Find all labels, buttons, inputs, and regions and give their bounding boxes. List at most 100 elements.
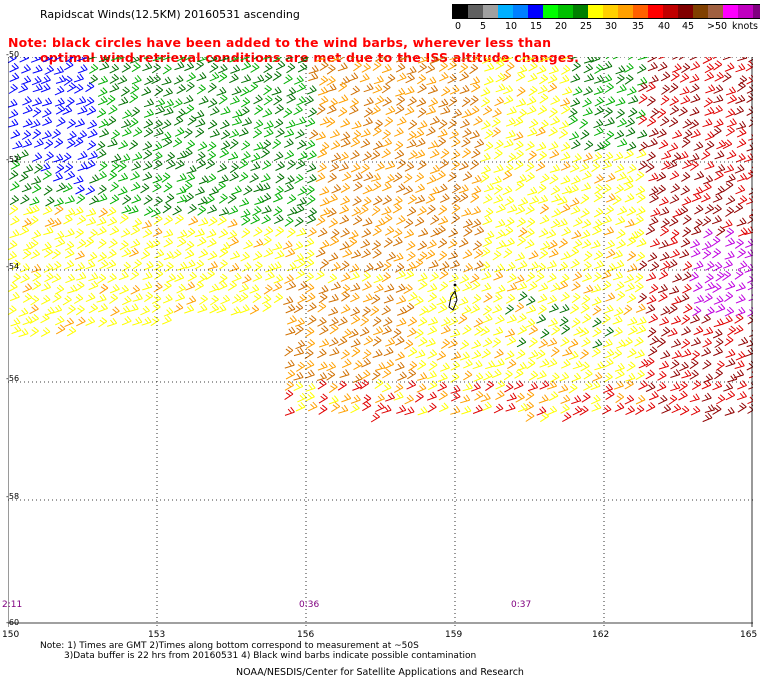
- wind-barb: [528, 349, 539, 359]
- wind-barb: [581, 218, 592, 229]
- wind-barb: [689, 369, 699, 380]
- wind-barb: [536, 370, 547, 380]
- lon-label-159: 159: [445, 630, 463, 640]
- wind-barb: [649, 283, 659, 294]
- wind-barb: [635, 303, 646, 313]
- wind-barb: [405, 261, 416, 272]
- wind-barb: [385, 337, 396, 347]
- wind-barb: [656, 184, 666, 195]
- wind-barb: [318, 404, 328, 415]
- wind-barb: [183, 181, 193, 192]
- wind-barb: [671, 350, 682, 359]
- wind-barb: [591, 402, 602, 412]
- wind-barb: [65, 170, 76, 181]
- wind-barb: [559, 74, 570, 84]
- wind-barb: [89, 174, 100, 184]
- wind-barb: [733, 324, 744, 335]
- wind-barb: [458, 296, 469, 306]
- wind-barb: [32, 128, 42, 140]
- wind-barb: [239, 171, 249, 182]
- wind-barb: [580, 208, 590, 218]
- wind-barb: [199, 294, 208, 305]
- wind-barb: [238, 159, 249, 170]
- wind-barb: [197, 303, 208, 313]
- wind-barb: [525, 318, 536, 328]
- wind-barb: [22, 283, 33, 293]
- wind-barb: [712, 261, 723, 272]
- wind-barb: [437, 137, 447, 148]
- wind-barb: [337, 316, 348, 327]
- wind-barb: [702, 216, 712, 227]
- wind-barb: [449, 85, 460, 95]
- wind-barb: [22, 138, 33, 148]
- wind-barb: [550, 185, 561, 196]
- wind-barb: [725, 237, 736, 247]
- wind-barb: [187, 271, 197, 282]
- wind-barb: [503, 95, 514, 105]
- wind-barb: [425, 194, 436, 204]
- wind-barb: [462, 324, 472, 335]
- wind-barb: [540, 411, 550, 423]
- wind-barb: [143, 98, 155, 108]
- wind-barb: [602, 280, 612, 291]
- wind-barb: [163, 237, 174, 248]
- wind-barb: [360, 128, 371, 138]
- wind-barb: [626, 236, 637, 247]
- wind-barb: [447, 171, 457, 183]
- wind-barb: [547, 294, 558, 305]
- wind-barb: [394, 149, 405, 160]
- wind-barb: [372, 195, 383, 206]
- wind-barb: [582, 313, 592, 324]
- wind-barb: [141, 86, 152, 96]
- wind-barb: [594, 361, 605, 371]
- wind-barb: [459, 85, 470, 94]
- wind-barb: [714, 170, 724, 181]
- wind-barb: [85, 185, 96, 196]
- wind-barb: [615, 392, 625, 404]
- wind-barb: [272, 57, 282, 63]
- wind-barb: [404, 339, 414, 350]
- wind-barb: [659, 316, 670, 326]
- wind-barb: [328, 337, 339, 347]
- wind-barb: [635, 170, 645, 182]
- wind-barb: [615, 74, 625, 85]
- legend-tick: 30: [605, 21, 618, 32]
- wind-barb: [88, 57, 99, 60]
- wind-barb: [592, 219, 603, 229]
- wind-barb: [568, 383, 578, 394]
- wind-barb: [480, 152, 491, 162]
- wind-barb: [418, 336, 428, 347]
- wind-barb: [109, 194, 120, 205]
- wind-barb: [646, 82, 656, 93]
- wind-barb: [163, 228, 174, 238]
- wind-barb: [317, 227, 328, 238]
- wind-barb: [285, 303, 296, 314]
- wind-barb: [547, 273, 557, 283]
- wind-barb: [558, 238, 568, 249]
- wind-barb: [285, 248, 296, 258]
- wind-barb: [484, 129, 494, 140]
- wind-barb: [273, 118, 284, 129]
- wind-barb: [329, 316, 339, 327]
- wind-barb: [593, 86, 604, 95]
- wind-barb: [315, 57, 326, 63]
- wind-barb: [130, 270, 140, 281]
- wind-barb: [44, 217, 55, 227]
- wind-barb: [436, 350, 447, 361]
- contamination-note: Note: black circles have been added to t…: [8, 35, 579, 65]
- wind-barb: [253, 119, 264, 130]
- wind-barb: [603, 372, 613, 383]
- wind-barb: [262, 301, 272, 313]
- wind-barb: [414, 128, 425, 139]
- wind-barb: [55, 163, 65, 174]
- wind-barb: [316, 215, 326, 226]
- wind-barb: [362, 281, 372, 291]
- wind-barb: [163, 215, 173, 226]
- wind-barb: [404, 218, 414, 229]
- wind-barb: [77, 64, 88, 74]
- wind-barb: [469, 130, 480, 140]
- wind-barb: [263, 72, 273, 83]
- wind-barb: [153, 127, 164, 137]
- wind-barb: [318, 393, 328, 404]
- wind-barb: [583, 381, 593, 391]
